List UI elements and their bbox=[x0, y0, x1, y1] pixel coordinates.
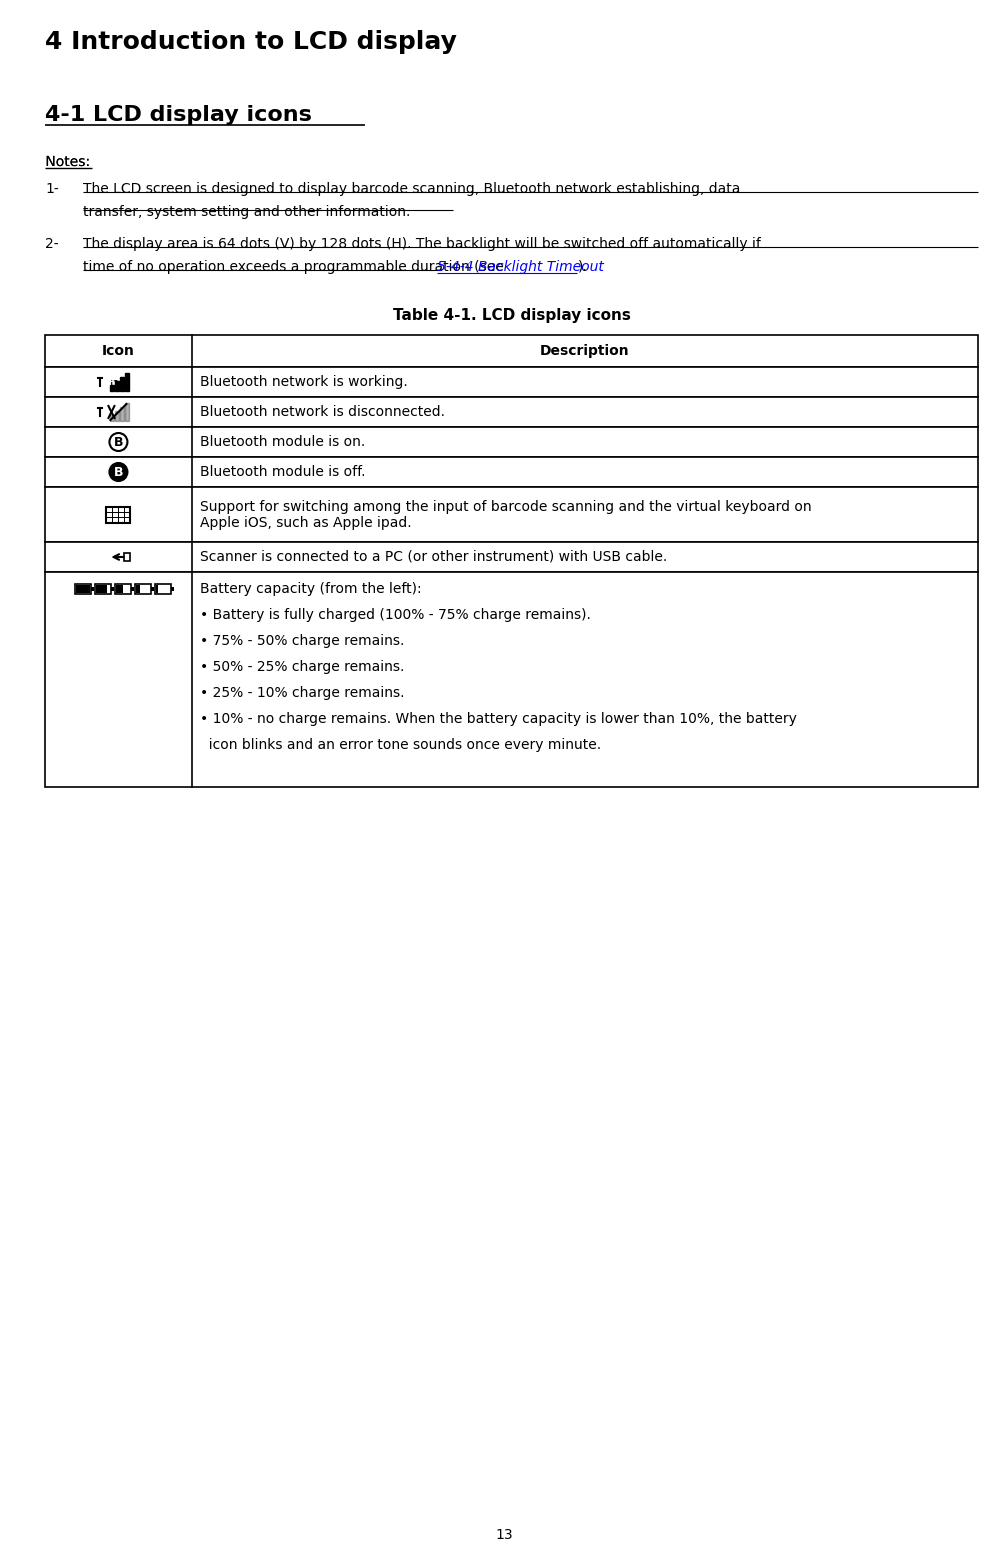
Bar bbox=[156, 585, 158, 593]
Bar bbox=[77, 585, 91, 593]
Bar bbox=[116, 410, 119, 421]
Text: B: B bbox=[114, 435, 123, 449]
Bar bbox=[45, 541, 978, 573]
Bar bbox=[45, 335, 978, 367]
Text: Support for switching among the input of barcode scanning and the virtual keyboa: Support for switching among the input of… bbox=[200, 501, 811, 515]
Text: icon blinks and an error tone sounds once every minute.: icon blinks and an error tone sounds onc… bbox=[200, 738, 601, 752]
Text: Bluetooth network is disconnected.: Bluetooth network is disconnected. bbox=[200, 406, 445, 420]
Text: • 75% - 50% charge remains.: • 75% - 50% charge remains. bbox=[200, 633, 404, 647]
Text: Scanner is connected to a PC (or other instrument) with USB cable.: Scanner is connected to a PC (or other i… bbox=[200, 551, 666, 565]
Text: • 10% - no charge remains. When the battery capacity is lower than 10%, the batt: • 10% - no charge remains. When the batt… bbox=[200, 711, 796, 725]
Bar bbox=[97, 585, 107, 593]
Text: • 50% - 25% charge remains.: • 50% - 25% charge remains. bbox=[200, 660, 404, 674]
Bar bbox=[131, 587, 134, 591]
Bar bbox=[117, 585, 123, 593]
Text: 2-: 2- bbox=[45, 237, 59, 251]
Bar bbox=[45, 367, 978, 396]
Text: Description: Description bbox=[540, 345, 629, 357]
Bar bbox=[76, 583, 92, 594]
Text: Bluetooth module is off.: Bluetooth module is off. bbox=[200, 465, 365, 479]
Bar bbox=[45, 457, 978, 487]
Bar bbox=[171, 587, 174, 591]
Bar bbox=[155, 583, 171, 594]
Bar bbox=[125, 402, 129, 421]
Text: Battery capacity (from the left):: Battery capacity (from the left): bbox=[200, 582, 421, 596]
Bar bbox=[111, 385, 115, 392]
Text: ).: ). bbox=[578, 261, 588, 275]
Text: Notes:: Notes: bbox=[45, 154, 90, 168]
Text: B: B bbox=[114, 465, 123, 479]
Text: The display area is 64 dots (V) by 128 dots (H). The backlight will be switched : The display area is 64 dots (V) by 128 d… bbox=[84, 237, 761, 251]
Text: • Battery is fully charged (100% - 75% charge remains).: • Battery is fully charged (100% - 75% c… bbox=[200, 608, 591, 622]
Bar bbox=[116, 381, 119, 392]
Text: Bluetooth module is on.: Bluetooth module is on. bbox=[200, 435, 365, 449]
Text: 4 Introduction to LCD display: 4 Introduction to LCD display bbox=[45, 30, 458, 55]
Bar bbox=[45, 427, 978, 457]
Circle shape bbox=[110, 463, 127, 480]
Bar bbox=[107, 507, 130, 523]
Text: ᵢ₁ₗₗ: ᵢ₁ₗₗ bbox=[110, 373, 127, 392]
Text: • 25% - 10% charge remains.: • 25% - 10% charge remains. bbox=[200, 686, 404, 700]
Text: 4-1 LCD display icons: 4-1 LCD display icons bbox=[45, 105, 312, 125]
Bar bbox=[136, 585, 140, 593]
Text: time of no operation exceeds a programmable duration (see: time of no operation exceeds a programma… bbox=[84, 261, 508, 275]
Bar bbox=[120, 378, 124, 392]
Bar bbox=[92, 587, 95, 591]
Text: Icon: Icon bbox=[102, 345, 135, 357]
Text: 5-4-4 Backlight Timeout: 5-4-4 Backlight Timeout bbox=[437, 261, 604, 275]
Bar bbox=[45, 573, 978, 786]
Bar bbox=[151, 587, 154, 591]
Bar bbox=[45, 396, 978, 427]
Text: The LCD screen is designed to display barcode scanning, Bluetooth network establ: The LCD screen is designed to display ba… bbox=[84, 183, 741, 218]
Bar bbox=[125, 373, 129, 392]
Bar bbox=[116, 583, 131, 594]
Bar bbox=[120, 407, 124, 421]
Bar bbox=[96, 583, 112, 594]
Text: Table 4-1. LCD display icons: Table 4-1. LCD display icons bbox=[393, 307, 630, 323]
Bar bbox=[135, 583, 151, 594]
Bar bbox=[111, 415, 115, 421]
Text: 1-: 1- bbox=[45, 183, 59, 197]
Bar bbox=[45, 487, 978, 541]
Bar bbox=[124, 552, 130, 562]
Text: 13: 13 bbox=[495, 1527, 513, 1541]
Text: Bluetooth network is working.: Bluetooth network is working. bbox=[200, 374, 407, 388]
Text: Apple iOS, such as Apple ipad.: Apple iOS, such as Apple ipad. bbox=[200, 516, 411, 530]
Bar bbox=[112, 587, 115, 591]
